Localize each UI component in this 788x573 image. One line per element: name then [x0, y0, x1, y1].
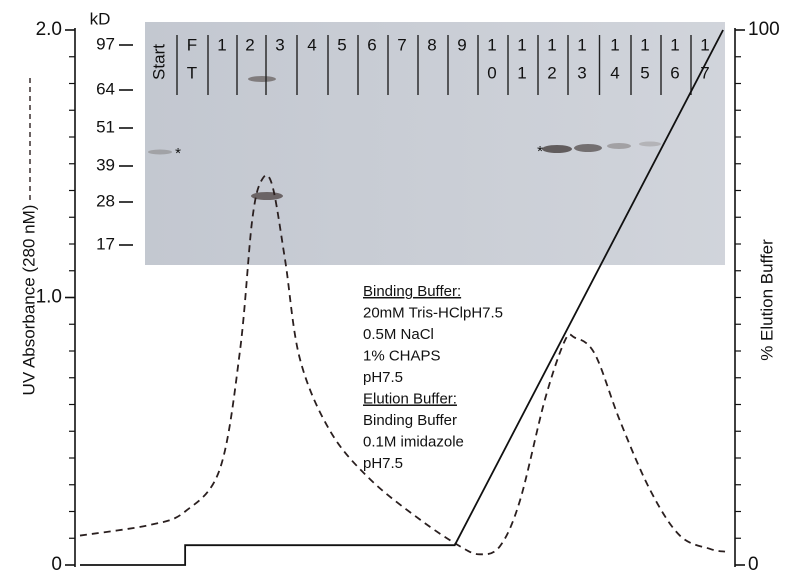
lane-label: T — [187, 63, 197, 82]
band — [639, 142, 661, 147]
gel-star: * — [175, 145, 181, 162]
lane-label: 1 — [577, 35, 586, 54]
buffer-heading: Binding Buffer: — [363, 283, 461, 300]
buffer-line: 0.1M imidazole — [363, 433, 464, 450]
lane-label: 4 — [307, 35, 316, 54]
y-tick-label: 0 — [51, 554, 62, 573]
band — [148, 150, 172, 155]
gel-marker-label: 28 — [96, 191, 115, 210]
gel-marker-label: 97 — [96, 34, 115, 53]
lane-label: 1 — [547, 35, 556, 54]
band — [574, 144, 602, 152]
lane-label: 6 — [367, 35, 376, 54]
gel-marker-label: 39 — [96, 155, 115, 174]
chart: UV Absorbance (280 nM) % Elution Buffer … — [0, 0, 788, 573]
lane-label: 1 — [640, 35, 649, 54]
y-tick-label: 2.0 — [36, 19, 62, 40]
lane-label: 1 — [217, 35, 226, 54]
gel-marker-label: 17 — [96, 234, 115, 253]
gel-marker-label: 64 — [96, 79, 115, 98]
buffer-line: 20mM Tris-HClpH7.5 — [363, 304, 503, 321]
band — [607, 143, 631, 149]
lane-label: F — [187, 35, 197, 54]
band — [248, 76, 276, 82]
lane-label: 2 — [547, 63, 556, 82]
lane-label: 9 — [457, 35, 466, 54]
gel-unit: kD — [90, 9, 111, 28]
buffer-line: pH7.5 — [363, 455, 403, 472]
lane-label: 3 — [577, 63, 586, 82]
y2-axis-label: % Elution Buffer — [757, 239, 776, 361]
y2-tick-label: 0 — [748, 554, 759, 573]
lane-label: 3 — [275, 35, 284, 54]
buffer-line: Binding Buffer — [363, 412, 457, 429]
lane-label: 1 — [517, 63, 526, 82]
lane-label: 1 — [517, 35, 526, 54]
lane-label: 5 — [640, 63, 649, 82]
lane-label: 1 — [487, 35, 496, 54]
lane-label: Start — [149, 44, 168, 80]
lane-label: 6 — [670, 63, 679, 82]
y-tick-label: 1.0 — [36, 287, 62, 308]
lane-label: 5 — [337, 35, 346, 54]
buffer-heading: Elution Buffer: — [363, 390, 457, 407]
buffer-line: 0.5M NaCl — [363, 326, 434, 343]
lane-label: 2 — [245, 35, 254, 54]
gel-star: * — [537, 143, 543, 160]
y2-tick-label: 100 — [748, 19, 780, 40]
lane-label: 1 — [700, 35, 709, 54]
lane-label: 1 — [670, 35, 679, 54]
lane-label: 1 — [610, 35, 619, 54]
gel-marker-label: 51 — [96, 117, 115, 136]
lane-label: 7 — [397, 35, 406, 54]
lane-label: 0 — [487, 63, 496, 82]
lane-label: 4 — [610, 63, 619, 82]
buffer-line: 1% CHAPS — [363, 347, 441, 364]
lane-label: 8 — [427, 35, 436, 54]
gel-shade — [145, 22, 725, 265]
band — [542, 145, 572, 153]
buffer-line: pH7.5 — [363, 369, 403, 386]
